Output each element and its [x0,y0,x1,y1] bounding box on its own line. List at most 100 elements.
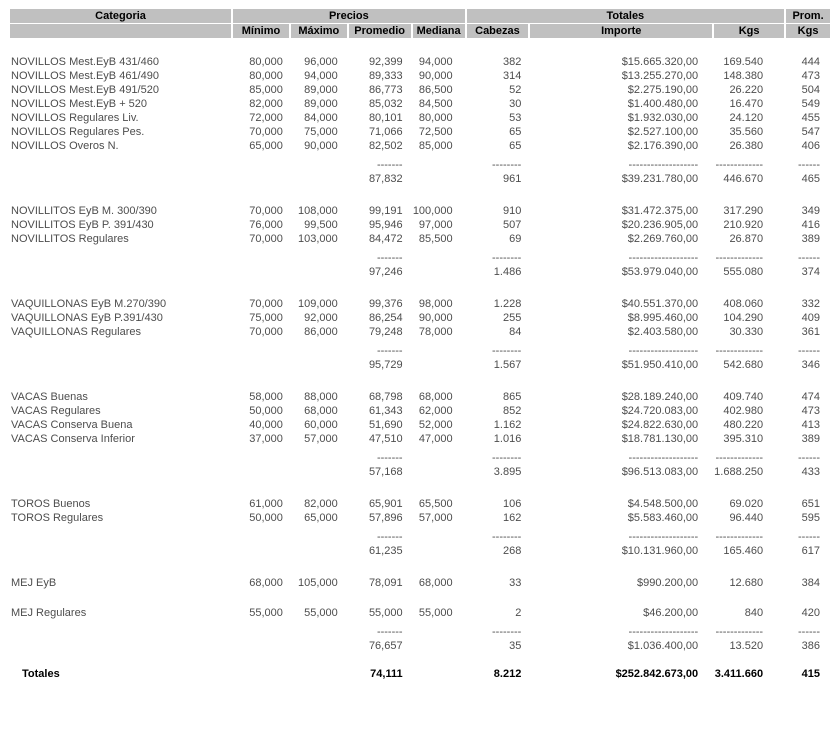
cell-cab: 162 [502,512,522,524]
cell-promkgs: 406 [801,140,820,152]
cell-imp: $1.036.400,00 [627,640,699,652]
cell-kgs: ------------- [715,452,764,464]
cell-med: 84,500 [418,98,453,110]
cell-categoria: MEJ Regulares [11,607,87,619]
spacer-cell [10,621,830,625]
cell-cab: 84 [509,326,522,338]
cell-imp: $96.513.083,00 [621,466,699,478]
cell-max: 103,000 [297,233,338,245]
cell-max [291,159,347,172]
table-row: VAQUILLONAS EyB M.270/390 70,000 109,000 99… [10,298,830,311]
cell-promkgs: 473 [801,405,820,417]
cell-imp: $990.200,00 [636,577,699,589]
cell-min: 50,000 [249,512,283,524]
cell-imp: $15.665.320,00 [621,56,699,68]
cell-categoria: NOVILLITOS EyB P. 391/430 [11,219,154,231]
cell-med: 94,000 [418,56,453,68]
cell-max: 108,000 [297,205,338,217]
subtotal-row: 61,235 268 $10.131.960,00 165.460 617 [10,545,830,558]
cell-promkgs: 444 [801,56,820,68]
cell-min [233,668,289,681]
cell-prom: ------- [376,345,403,357]
cell-min: 75,000 [249,312,283,324]
cell-promkgs: 549 [801,98,820,110]
cell-min: 70,000 [249,298,283,310]
table-row: NOVILLOS Mest.EyB + 520 82,000 89,000 85,03… [10,98,830,111]
spacer-row [10,480,830,497]
table-row: VACAS Conserva Inferior 37,000 57,000 47,51… [10,433,830,446]
table-row: NOVILLOS Mest.EyB 461/490 80,000 94,000 89,… [10,70,830,83]
cell-max [291,173,347,186]
cell-kgs: 104.290 [723,312,764,324]
cell-promkgs: 415 [801,668,820,680]
cell-cab: 910 [502,205,522,217]
cell-max: 99,500 [304,219,338,231]
totals-row: Totales 74,111 8.212 $252.842.673,00 3.411.6… [10,668,830,681]
cell-max: 86,000 [304,326,338,338]
cell-promkgs: 547 [801,126,820,138]
spacer-row [10,340,830,344]
cell-med [413,359,465,372]
table-row: MEJ Regulares 55,000 55,000 55,000 55,000 2 $4… [10,607,830,620]
cell-kgs: 13.520 [729,640,764,652]
cell-categoria: NOVILLOS Mest.EyB 431/460 [11,56,159,68]
cell-prom: 82,502 [368,140,403,152]
cell-imp: $40.551.370,00 [621,298,699,310]
cell-promkgs: 473 [801,70,820,82]
cell-med [413,466,465,479]
spacer-row [10,187,830,204]
cell-promkgs: 332 [801,298,820,310]
table-row: NOVILLOS Overos N. 65,000 90,000 82,502 85,0… [10,140,830,153]
cell-kgs: ------------- [715,345,764,357]
cell-prom: 95,946 [368,219,403,231]
cell-imp: $2.269.760,00 [627,233,699,245]
cell-min: 70,000 [249,205,283,217]
cell-max: 109,000 [297,298,338,310]
cell-cab: 507 [502,219,522,231]
cell-imp: $28.189.240,00 [621,391,699,403]
cell-categoria: VACAS Regulares [11,405,101,417]
cell-cab: -------- [492,531,522,543]
cell-imp: $252.842.673,00 [615,668,699,680]
table-header: Categoria Precios Totales Prom. Mínimo M… [10,9,830,38]
cell-min: 70,000 [249,126,283,138]
cell-min: 40,000 [249,419,283,431]
cell-categoria [10,466,231,479]
cell-min: 82,000 [249,98,283,110]
cell-kgs: 12.680 [729,577,764,589]
col-group-precios: Precios [233,9,465,23]
cell-med: 100,000 [412,205,453,217]
cell-min [233,266,289,279]
cell-kgs: ------------- [715,626,764,638]
cell-min [233,173,289,186]
cell-promkgs: 361 [801,326,820,338]
table-row: MEJ EyB 68,000 105,000 78,091 68,000 33 $990.2… [10,577,830,590]
cell-max [291,359,347,372]
spacer-cell [10,340,830,344]
cell-med: 85,500 [418,233,453,245]
col-header-promedio: Promedio [348,24,411,38]
cell-kgs: 395.310 [723,433,764,445]
cell-max [291,668,347,681]
cell-prom: 99,376 [368,298,403,310]
cell-imp: $51.950.410,00 [621,359,699,371]
table-row: VACAS Regulares 50,000 68,000 61,343 62,000 8… [10,405,830,418]
cell-max [291,452,347,465]
cell-promkgs: 409 [801,312,820,324]
cell-min [233,359,289,372]
cell-med: 57,000 [418,512,453,524]
spacer-cell [10,39,830,55]
cell-categoria [10,252,231,265]
col-header-categoria: Categoria [10,9,232,23]
report-page: { "colors": { "header_bg": "#c0c0c0", "h… [0,8,832,731]
cell-cab: 2 [515,607,522,619]
cell-promkgs: ------ [798,626,820,638]
cell-imp: ------------------- [628,626,699,638]
cell-med: 85,000 [418,140,453,152]
header-row-columns: Mínimo Máximo Promedio Mediana Cabezas I… [10,24,830,38]
cell-cab: 106 [502,498,522,510]
col-header-maximo: Máximo [290,24,347,38]
cell-max: 94,000 [304,70,338,82]
cell-med [413,640,465,653]
cell-prom: 95,729 [368,359,403,371]
